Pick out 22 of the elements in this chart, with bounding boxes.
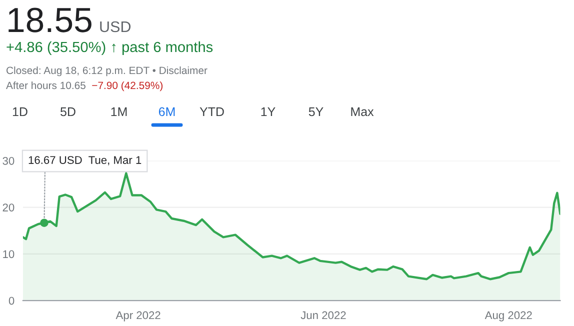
y-tick-label: 30 [2,156,14,165]
chart-subtitle: +4.86 (35.50%) ↑ past 6 months [6,41,213,56]
y-tick-label: 0 [8,296,14,305]
text: Closed: Aug 18, 6:12 p.m. EDT • Disclaimer [6,66,208,76]
text: 1M [111,107,127,116]
text: 1D [12,107,28,116]
text: 1Y [261,107,276,116]
text: After hours 10.65 [6,81,86,90]
text: −7.90 (42.59%) [92,81,162,92]
text: 6M [158,107,175,116]
text: YTD [200,107,224,116]
x-tick-label: Jun 2022 [300,311,346,320]
annotation: 16.67 USD Tue, Mar 1 [28,156,142,166]
text: Max [351,107,374,116]
x-tick-label: Apr 2022 [116,311,160,322]
y-tick-label: 20 [2,204,14,212]
text: 5Y [308,107,324,116]
x-tick-label: Aug 2022 [484,311,532,322]
y-tick-label: 10 [3,250,14,258]
text: 5D [60,107,76,116]
text: USD [100,21,131,32]
chart-title: 18.55 [8,8,92,32]
